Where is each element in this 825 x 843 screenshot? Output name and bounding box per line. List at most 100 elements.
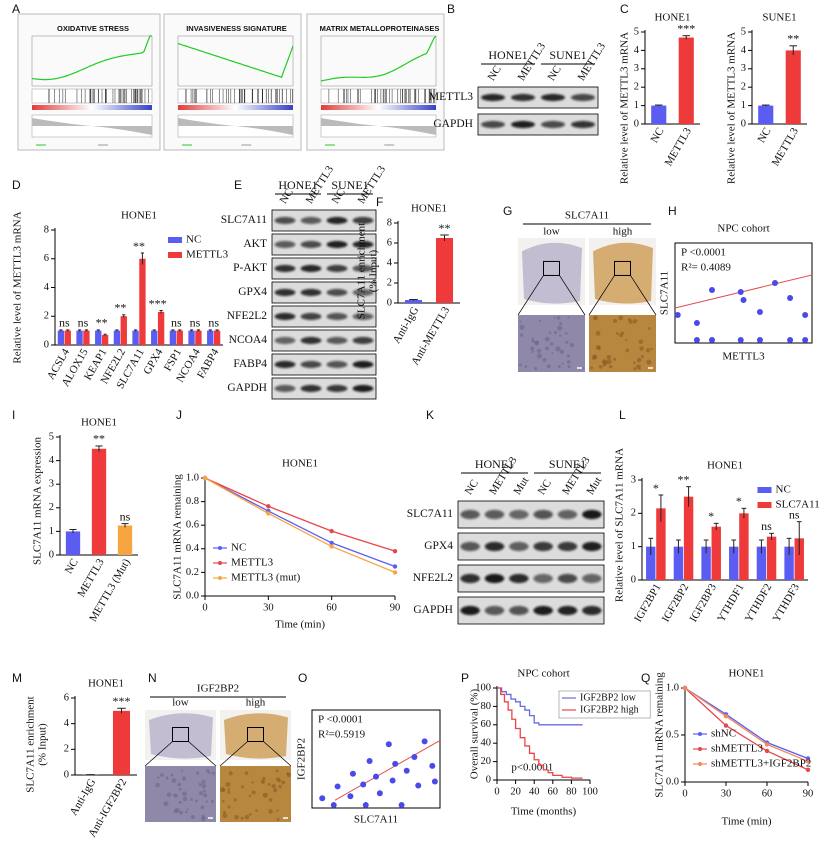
x-tick-label: 80: [566, 786, 577, 797]
blot-band: [352, 312, 374, 321]
y-tick-label: 2: [631, 508, 636, 519]
ihc-cell: [549, 342, 554, 346]
x-tick-label: 0: [202, 602, 207, 613]
y-tick-label: 2: [741, 82, 746, 93]
blot-band: [484, 605, 505, 616]
y-tick-label: 0: [64, 769, 69, 780]
ihc-cell: [203, 789, 206, 793]
chart-title: HONE1: [411, 203, 447, 215]
legend-label: shNC: [711, 728, 736, 740]
significance: **: [787, 32, 799, 46]
blot-band: [533, 541, 553, 552]
blot-band: [484, 573, 505, 584]
blot-band: [300, 216, 322, 225]
ihc-cell: [536, 353, 542, 359]
bar: [117, 525, 133, 555]
legend-label: SLC7A11: [776, 499, 820, 511]
blot-band: [300, 240, 322, 249]
ihc-cell: [190, 798, 193, 801]
y-tick-label: 4: [44, 282, 50, 293]
x-tick-label: 0: [682, 788, 687, 799]
panel-letter: H: [668, 204, 677, 218]
significance: *: [736, 494, 742, 508]
significance: ***: [149, 296, 167, 310]
ihc-cell: [182, 796, 188, 802]
bar: [651, 105, 667, 124]
ihc-cell: [595, 345, 601, 350]
significance: ns: [208, 316, 219, 330]
series-marker: [723, 723, 729, 728]
ihc-cell: [555, 346, 561, 352]
y-tick-label: 0: [387, 297, 392, 308]
panel-letter: I: [12, 408, 15, 422]
scatter-point: [674, 312, 681, 318]
scatter-point: [802, 312, 809, 318]
ihc-cell: [616, 332, 619, 335]
significance: ***: [113, 694, 131, 708]
ihc-cell: [227, 805, 231, 809]
y-tick-label: 5: [741, 26, 746, 37]
gsea-title: OXIDATIVE STRESS: [57, 24, 129, 33]
scatter-point: [411, 754, 418, 761]
gsea-es-frame: [177, 35, 294, 87]
series-line: [497, 687, 583, 726]
ihc-cell: [519, 320, 522, 323]
bar: [95, 330, 102, 345]
ihc-cell: [171, 778, 177, 784]
ihc-cell: [549, 331, 552, 334]
scatter-point: [415, 782, 422, 789]
chart-title: HONE1: [282, 458, 318, 470]
significance: **: [114, 301, 126, 315]
ihc-cell: [244, 814, 250, 820]
ihc-cell: [619, 333, 623, 338]
legend-frame: [558, 690, 651, 719]
ihc-cell: [569, 342, 575, 348]
scatter-point: [334, 783, 341, 790]
blot-band: [582, 541, 602, 552]
ihc-label: low: [543, 226, 560, 238]
annotation: p<0.0001: [511, 762, 553, 774]
blot-band: [352, 216, 374, 225]
ihc-cell: [268, 798, 273, 802]
significance: ns: [789, 507, 800, 521]
bar: [673, 546, 684, 580]
legend-marker: [698, 732, 702, 736]
panel-letter: D: [12, 178, 21, 192]
legend-label: NC: [231, 542, 246, 554]
ihc-zoom-line: [188, 741, 217, 767]
significance: ***: [677, 21, 695, 35]
plot-frame: [674, 242, 813, 344]
bar: [729, 546, 739, 580]
scatter-point: [403, 767, 410, 774]
y-tick-label: 1: [634, 100, 639, 111]
scatter-point: [740, 297, 747, 303]
blot-row-label: AKT: [243, 238, 267, 250]
ihc-cell: [155, 782, 160, 788]
blot-band: [300, 360, 322, 369]
ihc-cell: [255, 809, 258, 813]
bar: [785, 50, 801, 124]
blot-row-label: NFE2L2: [227, 310, 268, 322]
ihc-tissue: [149, 713, 213, 759]
x-axis-label: SLC7A11: [354, 814, 398, 826]
blot-group: SUNE1: [549, 457, 586, 471]
ihc-cell: [234, 814, 239, 820]
bar: [76, 330, 83, 345]
scatter-point: [756, 309, 763, 315]
panel-letter: P: [461, 671, 469, 685]
y-tick-label: 1: [741, 100, 746, 111]
panel-letter: C: [620, 2, 629, 16]
bar: [151, 330, 158, 345]
ihc-cell: [581, 366, 584, 370]
y-tick-label: 0.0: [666, 776, 679, 787]
y-tick-label: 2: [634, 82, 639, 93]
ihc-cell: [177, 782, 182, 787]
x-tick-label: 30: [263, 602, 274, 613]
y-axis-label: SLC7A11 mRNA remaining: [172, 474, 184, 600]
significance: **: [439, 221, 451, 235]
ihc-zoom-line: [588, 275, 615, 316]
bar: [132, 330, 139, 345]
panel-letter: A: [12, 2, 20, 16]
ihc-cell: [608, 365, 613, 369]
ihc-cell: [165, 776, 169, 780]
